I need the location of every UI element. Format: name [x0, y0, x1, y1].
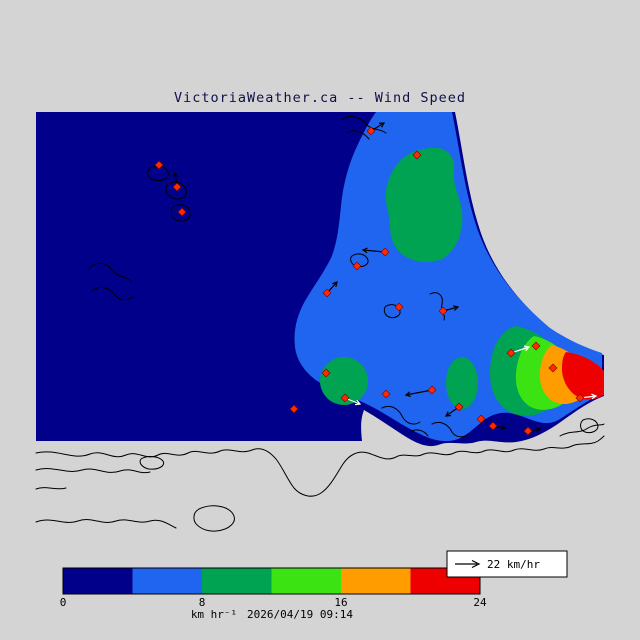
vector-legend-box: 22 km/hr [446, 550, 568, 578]
coastline-island [383, 304, 401, 319]
coastline-harbour [409, 429, 429, 437]
station-marker-diamond [380, 247, 390, 257]
colorbar [63, 568, 480, 594]
station-marker-diamond [523, 426, 533, 436]
wind-vector-arrowhead [500, 424, 507, 431]
colorbar-tick-labels: 0 8 16 24 [60, 596, 487, 609]
vector-legend-label: 22 km/hr [487, 558, 540, 571]
station-marker-diamond [476, 414, 486, 424]
wind-vector-arrowhead [444, 411, 452, 417]
wind-level-2-region-southwest [320, 357, 368, 405]
station-marker-diamond [412, 150, 422, 160]
coastline-detail [346, 130, 370, 140]
station-marker-diamond [340, 393, 350, 403]
coastline-lake [193, 505, 235, 532]
coastline-detail [35, 519, 177, 529]
station-marker-diamond [321, 368, 331, 378]
coastline-detail [87, 262, 133, 283]
wind-vector-arrowhead [172, 171, 179, 178]
wind-vector-arrowhead [361, 247, 368, 254]
coastline-detail [35, 487, 67, 490]
coastline-island [350, 253, 369, 268]
coastline-harbour [431, 421, 469, 438]
map-title: VictoriaWeather.ca -- Wind Speed [174, 90, 466, 106]
wind-vector-arrowhead [453, 305, 460, 311]
coastline-harbour [381, 405, 421, 425]
coastline-island [580, 418, 599, 434]
vector-legend-arrowhead-icon [471, 559, 481, 569]
colorbar-segment [341, 568, 411, 594]
wind-vector-arrow [405, 389, 433, 396]
colorbar-segment [63, 568, 133, 594]
wind-vector-arrowhead [535, 426, 542, 433]
station-marker-diamond [506, 348, 516, 358]
station-marker-diamond [177, 207, 187, 217]
wind-level-2-region-south [446, 357, 478, 409]
colorbar-segment [202, 568, 272, 594]
colorbar-border [62, 567, 481, 595]
wind-level-5-region [562, 352, 604, 400]
station-marker-diamond [289, 404, 299, 414]
wind-vector-arrowhead [591, 393, 598, 400]
coastline-south-shore [35, 435, 605, 497]
colorbar-segment [271, 568, 341, 594]
coastline-detail [559, 423, 605, 437]
colorbar-segment [132, 568, 202, 594]
station-marker-diamond [438, 306, 448, 316]
wind-vector-arrowhead [404, 391, 411, 398]
wind-field [36, 112, 604, 447]
station-marker-diamond [488, 421, 498, 431]
wind-vector-arrowhead [523, 345, 531, 352]
wind-vector-arrowhead [332, 281, 338, 288]
station-markers [154, 122, 598, 436]
coastline-island [170, 204, 191, 222]
station-marker-diamond [366, 126, 376, 136]
station-marker-diamond [427, 385, 437, 395]
station-marker-diamond [394, 302, 404, 312]
coastlines [35, 116, 605, 532]
colorbar-units-label: km hr⁻¹ [191, 608, 237, 621]
colorbar-timestamp: 2026/04/19 09:14 [247, 608, 353, 621]
colorbar-tick-label: 16 [334, 596, 347, 609]
coastline-detail [91, 286, 135, 301]
station-marker-diamond [172, 182, 182, 192]
wind-vector-arrowhead [378, 122, 386, 128]
wind-vector-arrowhead [354, 399, 362, 406]
station-marker-diamond [575, 393, 585, 403]
station-marker-diamond [454, 402, 464, 412]
colorbar-tick-label: 24 [473, 596, 487, 609]
coastline-detail [341, 116, 387, 134]
wind-level-2-region-north [385, 147, 463, 263]
coastline-detail [35, 468, 151, 474]
station-marker-diamond [548, 363, 558, 373]
station-marker-diamond [322, 288, 332, 298]
station-marker-diamond [381, 389, 391, 399]
coastline-detail [429, 292, 445, 321]
station-marker-diamond [531, 341, 541, 351]
colorbar-tick-label: 0 [60, 596, 67, 609]
station-marker-diamond [154, 160, 164, 170]
coastline-lake [139, 456, 165, 470]
coastline-island [165, 181, 187, 200]
colorbar-tick-label: 8 [199, 596, 206, 609]
station-marker-diamond [352, 261, 362, 271]
